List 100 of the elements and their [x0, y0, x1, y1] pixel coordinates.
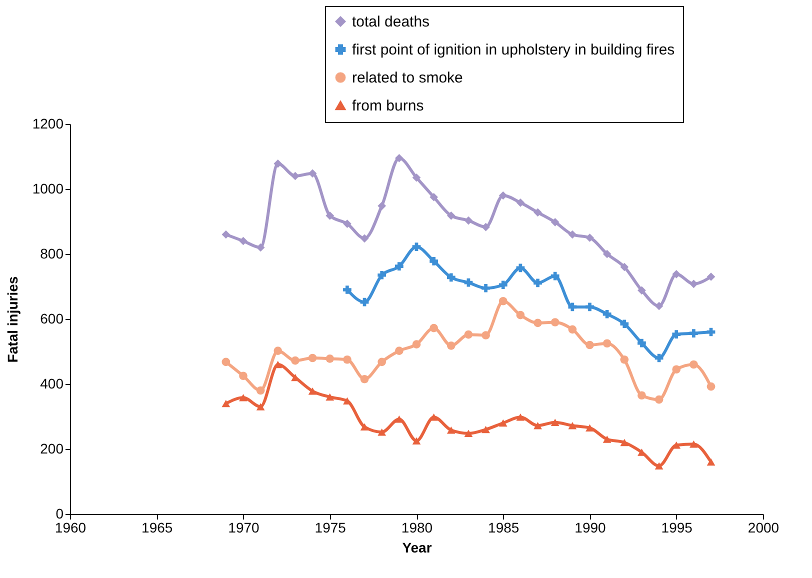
point: [446, 426, 456, 434]
point: [672, 365, 681, 374]
x-tick-label: 1985: [488, 520, 520, 536]
point: [690, 329, 698, 338]
point: [394, 262, 404, 271]
point: [256, 403, 265, 410]
point: [586, 340, 594, 350]
x-tick-label: 1980: [401, 520, 433, 536]
point: [360, 234, 369, 243]
point: [706, 382, 716, 391]
point: [534, 318, 542, 328]
point: [638, 391, 646, 400]
point: [602, 310, 612, 318]
point: [239, 236, 248, 246]
x-tick-label: 1965: [142, 520, 173, 536]
point: [360, 423, 369, 431]
point: [256, 386, 265, 395]
x-tick-label: 1995: [661, 520, 693, 536]
legend-label: from burns: [352, 98, 424, 114]
point: [534, 278, 542, 288]
point: [498, 419, 508, 427]
point: [672, 330, 681, 338]
point: [291, 172, 300, 180]
point: [690, 440, 698, 448]
point: [412, 173, 421, 182]
point: [550, 318, 560, 326]
point: [464, 216, 473, 225]
point: [430, 256, 438, 266]
point: [654, 302, 664, 310]
point: [620, 320, 629, 328]
legend-label: total deaths: [352, 14, 430, 30]
point: [550, 272, 560, 280]
point: [412, 340, 421, 349]
x-axis-title: Year: [402, 540, 432, 556]
point: [464, 278, 473, 287]
point: [430, 324, 438, 332]
point: [550, 218, 560, 226]
point: [222, 230, 230, 239]
legend-label: related to smoke: [352, 70, 463, 86]
y-tick-label: 600: [40, 310, 64, 326]
point: [464, 430, 473, 438]
point: [343, 355, 352, 364]
point: [222, 400, 230, 408]
point: [602, 436, 612, 443]
point: [654, 395, 664, 404]
point: [550, 418, 560, 426]
point: [482, 284, 490, 292]
point: [586, 302, 594, 312]
point: [534, 208, 542, 217]
x-tick-label: 1960: [54, 520, 86, 536]
point: [516, 198, 525, 207]
point: [412, 437, 421, 444]
y-tick-label: 200: [40, 440, 64, 456]
point: [446, 273, 456, 282]
point: [274, 159, 282, 168]
point: [654, 462, 664, 470]
point: [568, 230, 577, 239]
y-tick-label: 0: [56, 506, 64, 522]
point: [620, 262, 629, 272]
point: [464, 330, 473, 339]
point: [412, 242, 421, 252]
point: [394, 154, 404, 162]
point: [516, 414, 525, 421]
point: [482, 426, 490, 434]
point: [378, 358, 386, 366]
y-tick-label: 1200: [32, 116, 64, 132]
point: [378, 428, 386, 436]
y-tick-label: 400: [40, 376, 64, 392]
point: [482, 222, 490, 232]
point: [446, 211, 456, 220]
legend-label: first point of ignition in upholstery in building fires: [352, 42, 675, 58]
point: [706, 458, 716, 466]
point: [498, 280, 508, 290]
point: [326, 354, 334, 363]
point: [602, 250, 612, 258]
point: [690, 280, 698, 288]
point: [516, 310, 525, 320]
point: [690, 360, 698, 369]
point: [360, 374, 369, 384]
x-tick-label: 1970: [228, 520, 260, 536]
point: [222, 358, 230, 366]
point: [239, 394, 248, 402]
point: [498, 296, 508, 306]
point: [568, 325, 577, 334]
point: [534, 422, 542, 430]
point: [586, 234, 594, 242]
y-axis-title: Fatal injuries: [4, 276, 20, 363]
point: [498, 191, 508, 200]
x-tick-label: 1990: [574, 520, 606, 536]
point: [568, 422, 577, 430]
point: [274, 346, 282, 356]
point: [378, 202, 386, 210]
point: [360, 298, 369, 306]
point: [638, 286, 646, 295]
point: [308, 388, 317, 395]
point: [308, 354, 317, 362]
point: [394, 346, 404, 356]
point: [568, 302, 577, 312]
y-tick-label: 800: [40, 246, 64, 262]
point: [430, 192, 438, 202]
